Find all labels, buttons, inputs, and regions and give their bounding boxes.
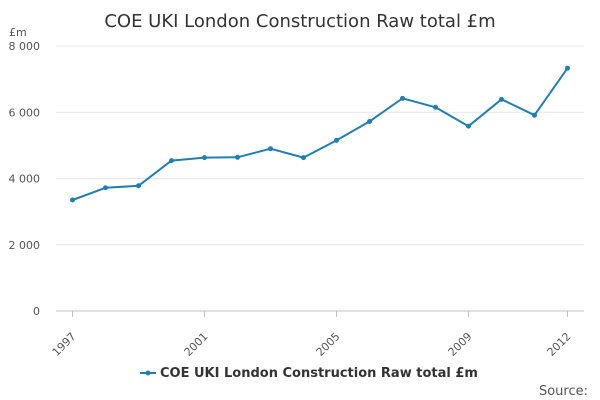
- data-point-2009[interactable]: [466, 123, 471, 129]
- series-layer: [70, 65, 570, 203]
- data-point-1998[interactable]: [103, 185, 108, 191]
- x-tick-label-2001: 2001: [182, 330, 211, 359]
- data-point-2003[interactable]: [268, 146, 273, 152]
- y-tick-label-4000: 4 000: [9, 173, 41, 186]
- legend[interactable]: COE UKI London Construction Raw total £m: [140, 366, 478, 381]
- y-tick-label-0: 0: [33, 305, 40, 318]
- source-label: Source:: [539, 384, 588, 399]
- y-tick-label-8000: 8 000: [9, 40, 41, 53]
- data-point-2012[interactable]: [565, 65, 570, 71]
- data-point-2011[interactable]: [532, 112, 537, 118]
- data-point-1999[interactable]: [136, 183, 141, 189]
- data-point-2008[interactable]: [433, 104, 438, 110]
- chart-title: COE UKI London Construction Raw total £m: [104, 11, 495, 32]
- x-tick-label-2009: 2009: [446, 330, 475, 359]
- data-point-2006[interactable]: [367, 119, 372, 125]
- y-axis-unit-label: £m: [9, 26, 27, 39]
- y-axis-ticks: 0 2 000 4 000 6 000 8 000: [9, 40, 41, 318]
- data-point-2002[interactable]: [235, 154, 240, 160]
- data-point-2001[interactable]: [202, 155, 207, 161]
- x-axis-ticks: 1997 2001 2005 2009 2012: [50, 311, 574, 359]
- y-tick-label-2000: 2 000: [9, 239, 41, 252]
- data-point-2005[interactable]: [334, 137, 339, 143]
- data-point-2004[interactable]: [301, 155, 306, 161]
- legend-label: COE UKI London Construction Raw total £m: [160, 366, 478, 381]
- legend-marker-swatch: [145, 370, 151, 376]
- data-point-2000[interactable]: [169, 158, 174, 164]
- data-point-2010[interactable]: [499, 96, 504, 102]
- data-point-2007[interactable]: [400, 95, 405, 101]
- gridlines: [56, 45, 584, 246]
- x-tick-label-1997: 1997: [50, 330, 79, 359]
- x-tick-label-2005: 2005: [314, 330, 343, 359]
- x-tick-label-2012: 2012: [545, 330, 574, 359]
- data-point-1997[interactable]: [70, 197, 75, 203]
- y-tick-label-6000: 6 000: [9, 106, 41, 119]
- series-line-0: [72, 67, 569, 201]
